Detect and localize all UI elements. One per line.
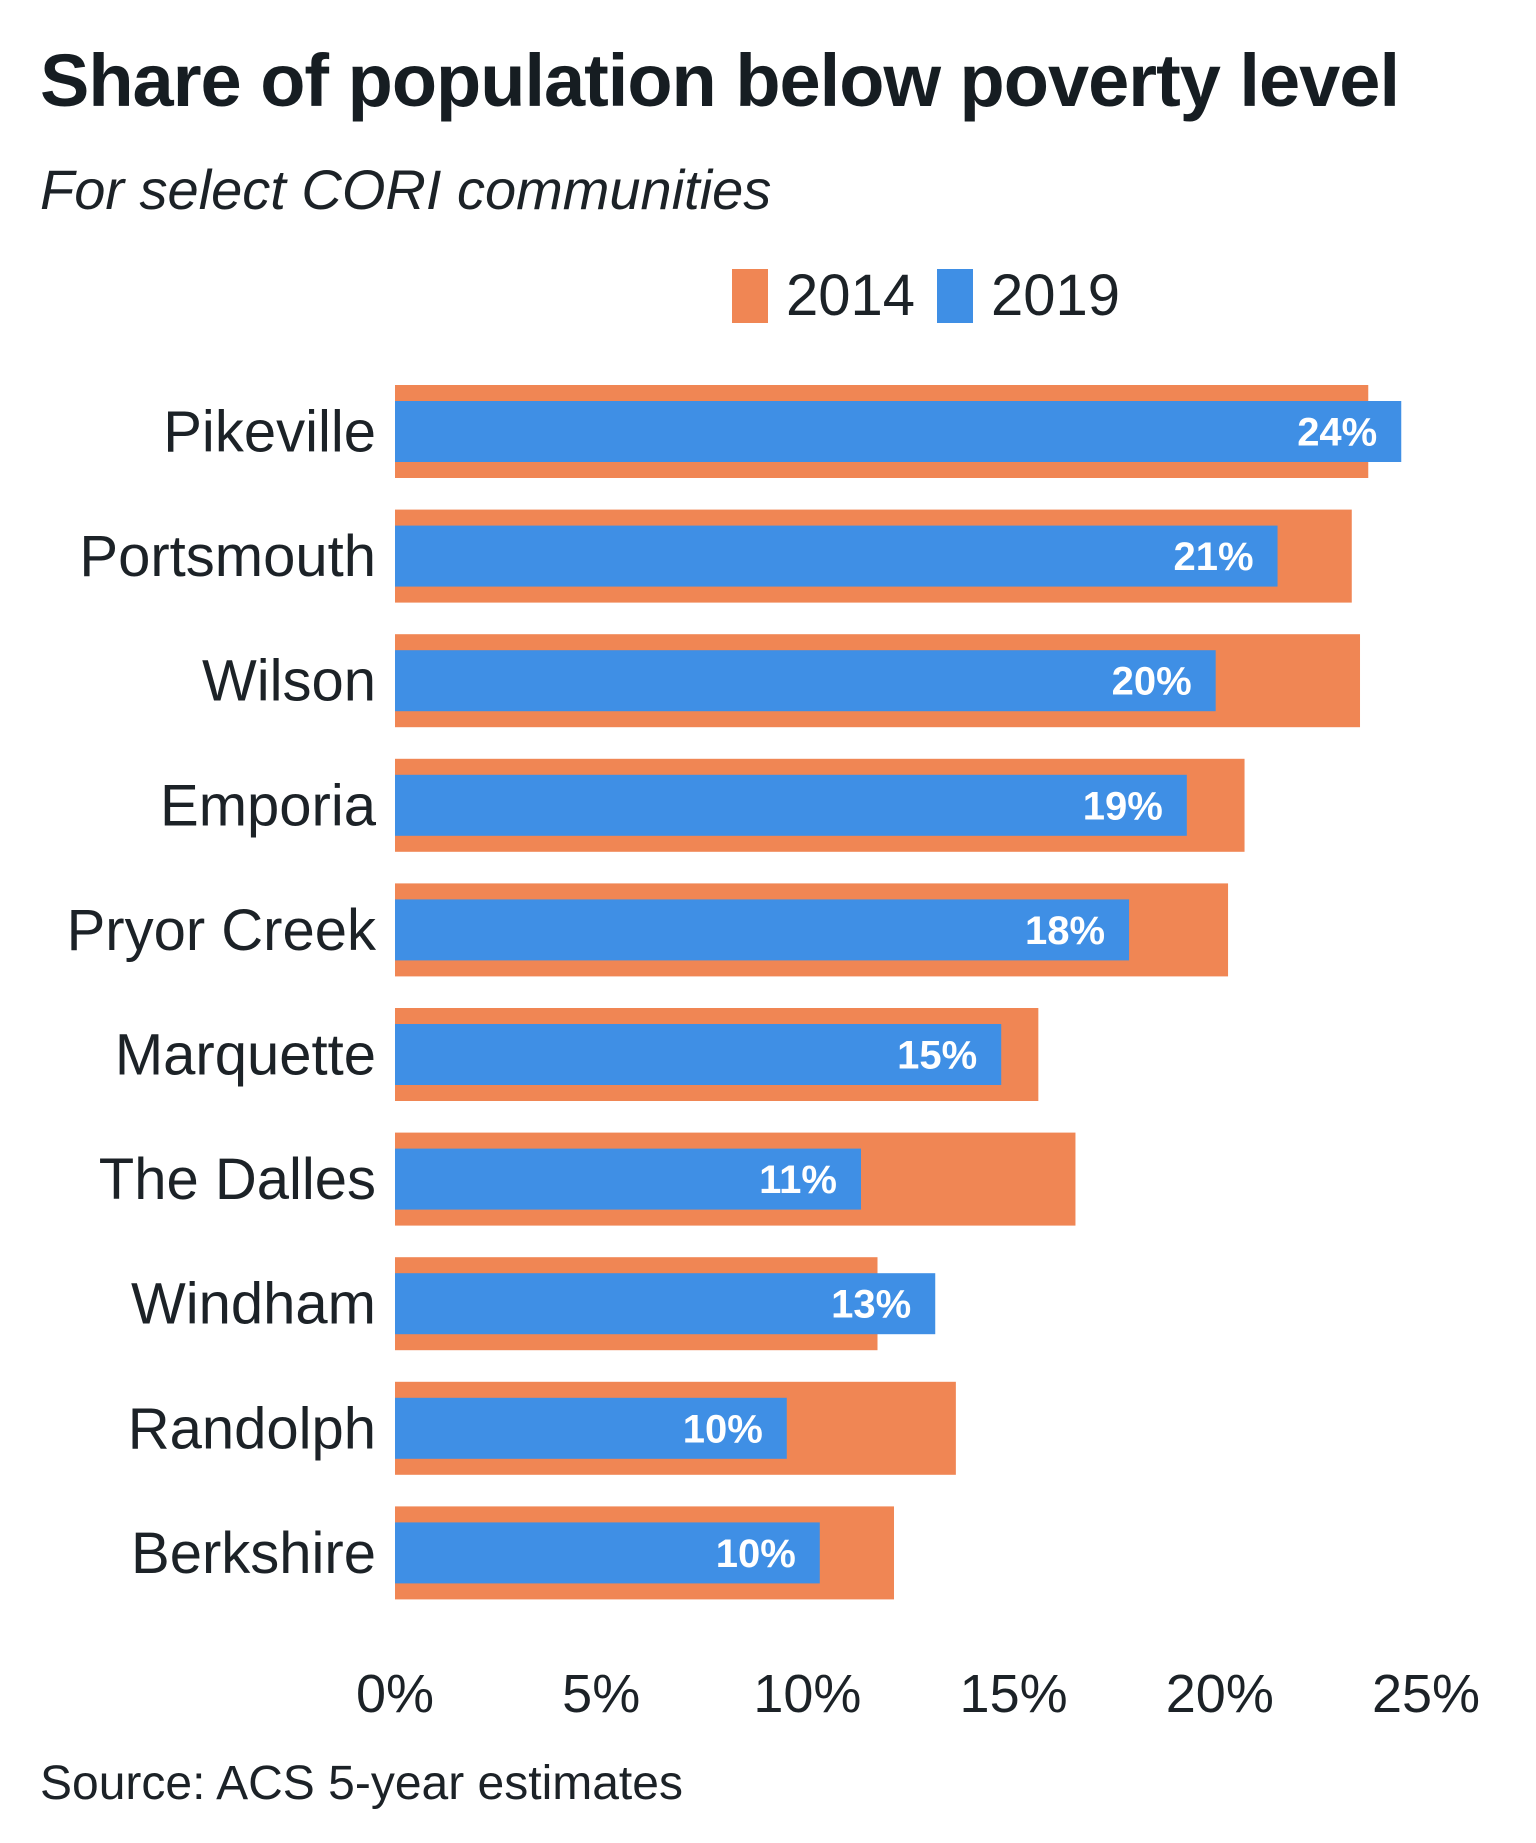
data-label-2019-pikeville: 24% [1297,411,1377,455]
x-tick-label: 15% [960,1664,1068,1724]
bar-2019-marquette [395,1024,1002,1085]
data-label-2019-wilson: 20% [1112,660,1192,704]
chart-subtitle: For select CORI communities [40,158,772,221]
data-label-2019-emporia: 19% [1083,784,1163,828]
legend-swatch-2019 [937,268,974,323]
data-label-2019-windham: 13% [831,1283,911,1327]
category-label-emporia: Emporia [160,773,377,838]
bar-2019-pryor-creek [395,899,1130,961]
x-tick-label: 25% [1372,1664,1480,1724]
x-tick-label: 10% [753,1664,861,1724]
category-label-berkshire: Berkshire [131,1521,376,1586]
data-label-2019-berkshire: 10% [716,1532,796,1576]
legend-item-2014: 2014 [732,262,915,329]
category-label-wilson: Wilson [202,649,376,714]
x-tick-label: 0% [356,1664,434,1724]
bar-2019-emporia [395,774,1187,836]
category-label-windham: Windham [131,1272,376,1337]
data-label-2019-pryor-creek: 18% [1025,909,1105,953]
bars-2019-group [395,401,1402,1584]
category-label-portsmouth: Portsmouth [79,524,376,589]
category-label-marquette: Marquette [115,1023,376,1088]
legend: 2014 2019 [732,262,1142,329]
source-note: Source: ACS 5-year estimates [40,1757,683,1810]
bar-2019-randolph [395,1397,787,1459]
data-label-2019-marquette: 15% [897,1034,977,1078]
legend-item-2019: 2019 [937,262,1120,329]
data-label-2019-the-dalles: 11% [759,1158,837,1202]
category-label-pryor-creek: Pryor Creek [67,898,377,963]
category-label-pikeville: Pikeville [163,400,376,465]
bar-2019-pikeville [395,401,1402,462]
data-label-2019-portsmouth: 21% [1173,535,1253,579]
data-labels-group: 24% 21% 20% 19% 18% 15% 11% 13% 10% 10% [683,411,1378,1576]
x-tick-label: 5% [562,1664,640,1724]
legend-label-2014: 2014 [786,263,916,328]
bar-2019-portsmouth [395,525,1278,587]
bar-2019-windham [395,1273,936,1335]
category-label-the-dalles: The Dalles [99,1147,376,1212]
category-label-randolph: Randolph [128,1396,376,1461]
bar-2019-berkshire [395,1522,820,1584]
data-label-2019-randolph: 10% [683,1407,763,1451]
chart-title: Share of population below poverty level [40,39,1400,122]
bar-2019-the-dalles [395,1148,862,1210]
legend-label-2019: 2019 [991,263,1121,328]
legend-swatch-2014 [732,268,768,323]
bar-2019-wilson [395,650,1216,712]
x-tick-label: 20% [1166,1664,1274,1724]
x-axis-ticks-group: 0% 5% 10% 15% 20% 25% [356,1664,1480,1724]
category-labels-group: Pikeville Portsmouth Wilson Emporia Pryor Cr… [67,400,377,1586]
